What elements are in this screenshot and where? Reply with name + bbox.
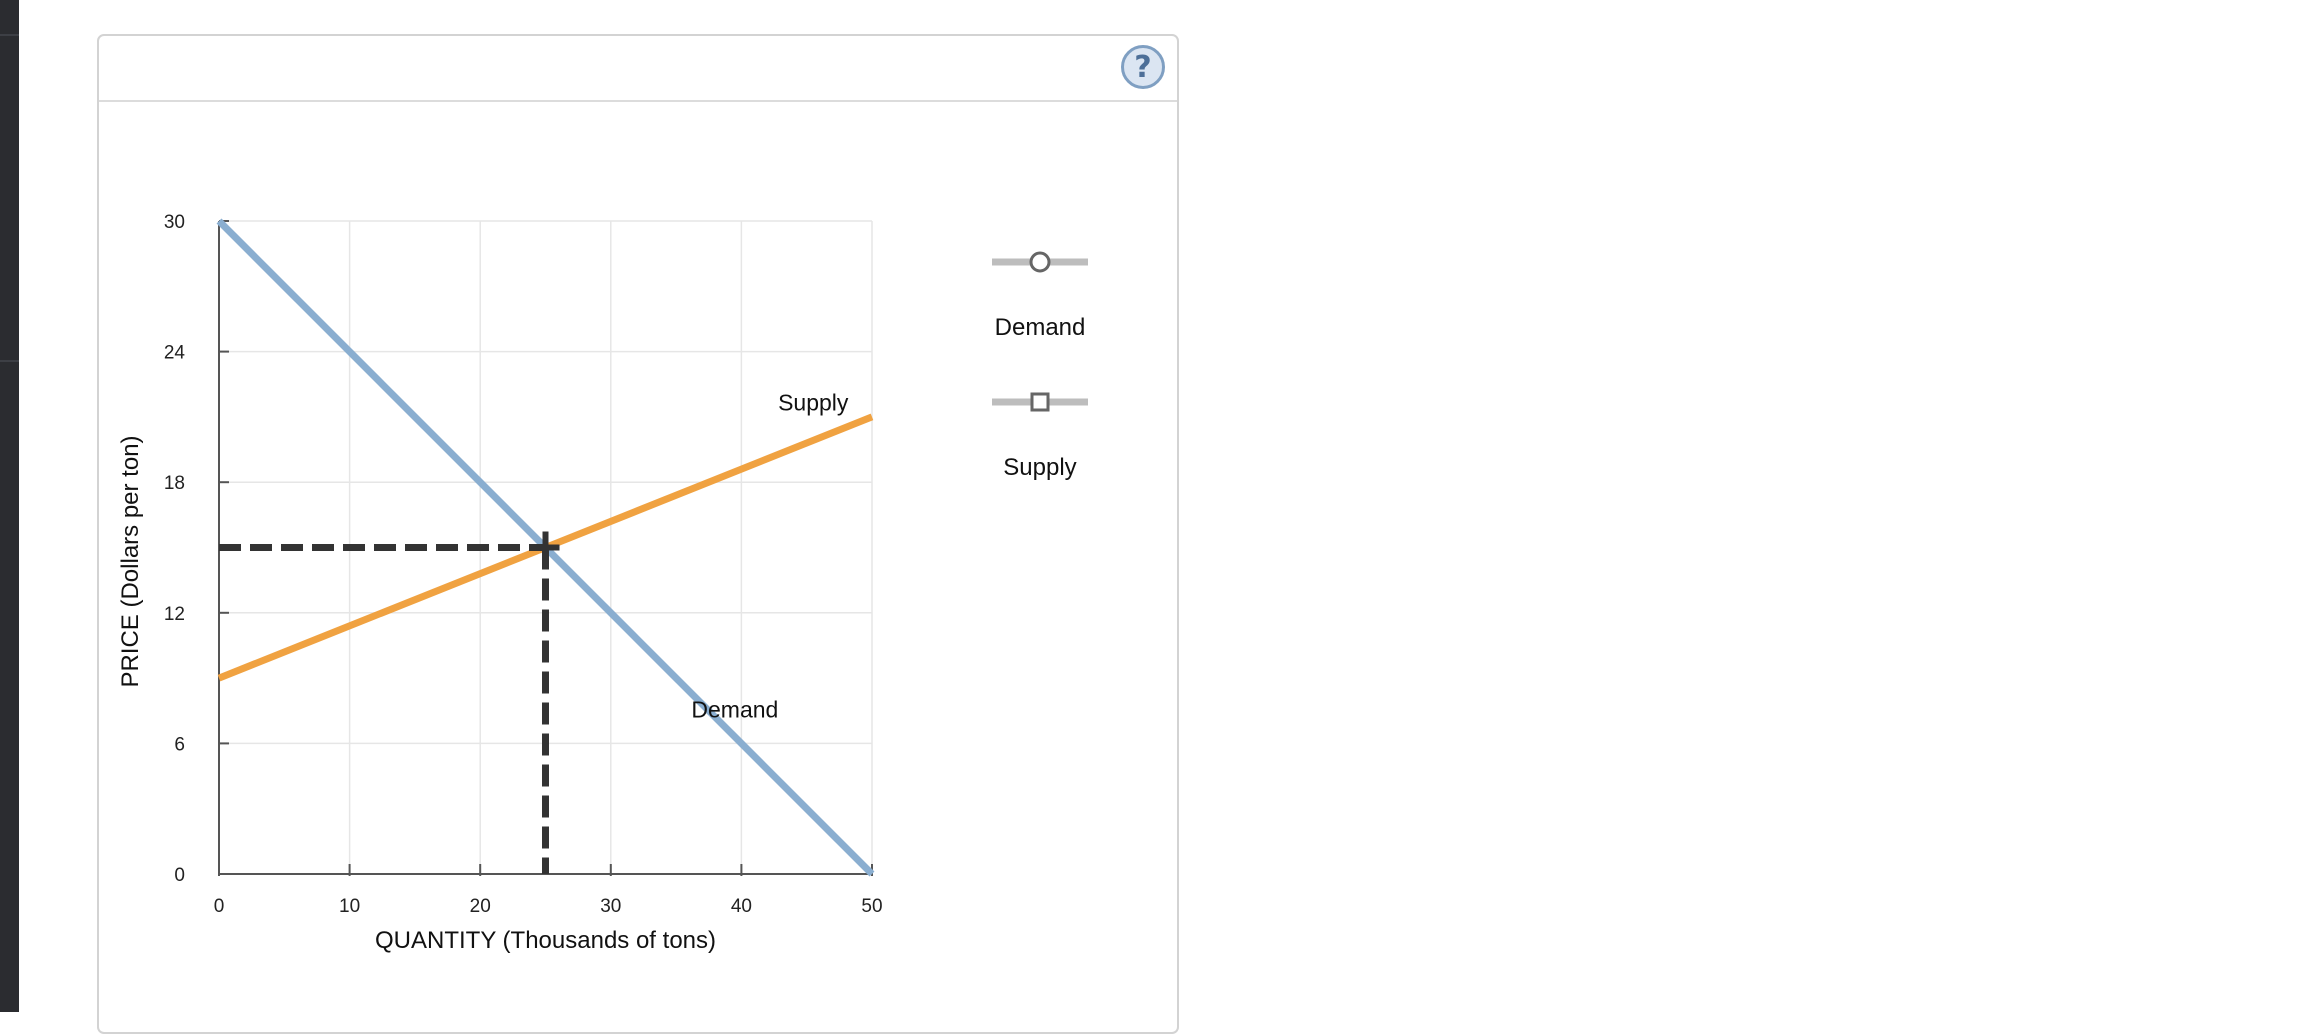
y-tick-label: 12 (164, 604, 185, 625)
y-axis-title: PRICE (Dollars per ton) (117, 435, 144, 687)
rail-divider (0, 360, 19, 362)
x-tick-label: 10 (339, 896, 360, 917)
legend-label-demand: Demand (994, 314, 1086, 341)
y-tick-label: 24 (164, 343, 186, 364)
x-axis-title: QUANTITY (Thousands of tons) (375, 927, 716, 954)
x-tick-label: 0 (214, 896, 225, 917)
supply-demand-chart: 0 10 20 30 40 50 0 6 12 18 24 30 QUANTITY (Thousands… (117, 212, 883, 954)
x-tick-label: 40 (731, 896, 752, 917)
annotation-supply: Supply (778, 389, 849, 415)
x-tick-label: 20 (470, 896, 491, 917)
panel-header (99, 36, 1177, 102)
y-tick-label: 18 (164, 473, 185, 494)
y-tick-label: 30 (164, 212, 185, 233)
x-tick-label: 30 (600, 896, 621, 917)
legend-item-demand[interactable]: Demand (980, 250, 1100, 342)
rail-divider (0, 34, 19, 36)
help-icon: ? (1134, 49, 1152, 85)
y-tick-label: 6 (174, 734, 185, 755)
annotation-demand: Demand (691, 696, 778, 722)
supply-square-icon[interactable] (990, 390, 1090, 414)
y-tick-label: 0 (174, 865, 185, 886)
left-rail (0, 0, 19, 1012)
demand-circle-icon[interactable] (990, 250, 1090, 274)
legend-label-supply: Supply (1003, 454, 1077, 481)
x-tick-label: 50 (861, 896, 882, 917)
graph-panel (97, 34, 1179, 1034)
legend-item-supply[interactable]: Supply (980, 390, 1100, 482)
help-button[interactable]: ? (1121, 45, 1165, 89)
